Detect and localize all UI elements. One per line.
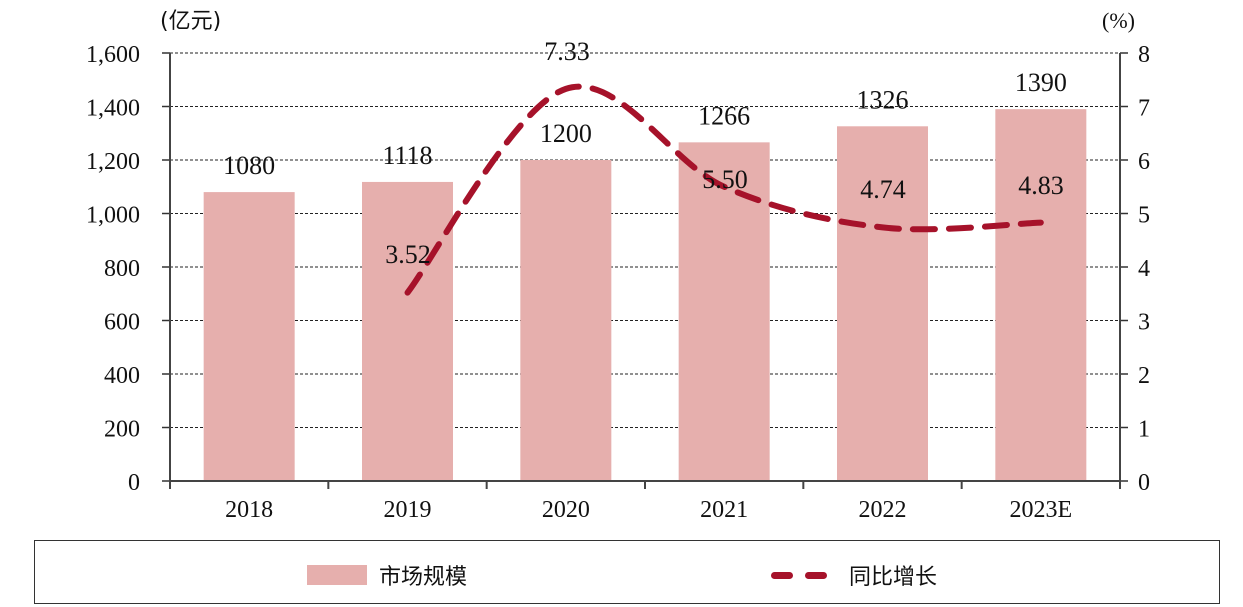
legend-label-market-size: 市场规模: [379, 565, 468, 590]
bar-value-label: 1266: [698, 101, 750, 130]
right-tick-label: 1: [1138, 417, 1150, 443]
bar-value-label: 1390: [1015, 68, 1067, 97]
left-tick-label: 0: [128, 470, 140, 496]
left-tick-label: 1,600: [86, 42, 140, 68]
right-tick-label: 3: [1138, 310, 1150, 336]
left-tick-label: 400: [104, 363, 140, 389]
bar-value-label: 1080: [223, 151, 275, 180]
right-tick-label: 8: [1138, 42, 1150, 68]
bar: [362, 181, 453, 481]
right-tick-label: 4: [1138, 256, 1150, 282]
x-tick-label: 2023E: [1009, 497, 1072, 523]
bar: [520, 160, 612, 481]
growth-value-label: 7.33: [544, 37, 590, 66]
combo-chart: 0 200 400 600 800 1,000 1,200 1,400 1,600 0 1 2 3 4 5 6…: [86, 8, 1150, 523]
left-axis-unit: (亿元): [160, 9, 221, 34]
x-tick-label: 2021: [700, 497, 748, 523]
left-tick-label: 1,200: [86, 149, 140, 175]
legend-label-yoy-growth: 同比增长: [849, 565, 938, 590]
legend: 市场规模 同比增长: [34, 540, 1220, 604]
growth-line: [404, 83, 1044, 296]
growth-value-label: 3.52: [385, 240, 431, 269]
left-tick-label: 1,400: [86, 96, 140, 122]
x-tick-label: 2022: [859, 497, 907, 523]
x-tick-label: 2019: [384, 497, 432, 523]
bar: [995, 109, 1087, 482]
right-tick-label: 7: [1138, 96, 1150, 122]
x-tick-label: 2018: [225, 497, 273, 523]
right-tick-label: 6: [1138, 149, 1150, 175]
growth-value-label: 4.74: [860, 175, 906, 204]
dashed-line-swatch-icon: [771, 565, 835, 585]
legend-item-yoy-growth: 同比增长: [771, 559, 937, 591]
left-tick-label: 200: [104, 417, 140, 443]
left-tick-label: 800: [104, 256, 140, 282]
bar-value-label: 1118: [382, 141, 432, 170]
bar-value-label: 1200: [540, 119, 592, 148]
bar-value-label: 1326: [857, 85, 909, 114]
bar: [837, 126, 928, 482]
right-tick-label: 0: [1138, 470, 1150, 496]
legend-item-market-size: 市场规模: [307, 559, 467, 591]
bar-swatch-icon: [307, 565, 367, 585]
growth-value-label: 4.83: [1018, 171, 1064, 200]
growth-value-label: 5.50: [702, 165, 748, 194]
right-tick-label: 5: [1138, 203, 1150, 229]
x-tick-label: 2020: [542, 497, 590, 523]
bar: [203, 192, 295, 481]
left-tick-label: 1,000: [86, 203, 140, 229]
left-tick-label: 600: [104, 310, 140, 336]
right-tick-label: 2: [1138, 363, 1150, 389]
right-axis-unit: (%): [1102, 8, 1135, 33]
